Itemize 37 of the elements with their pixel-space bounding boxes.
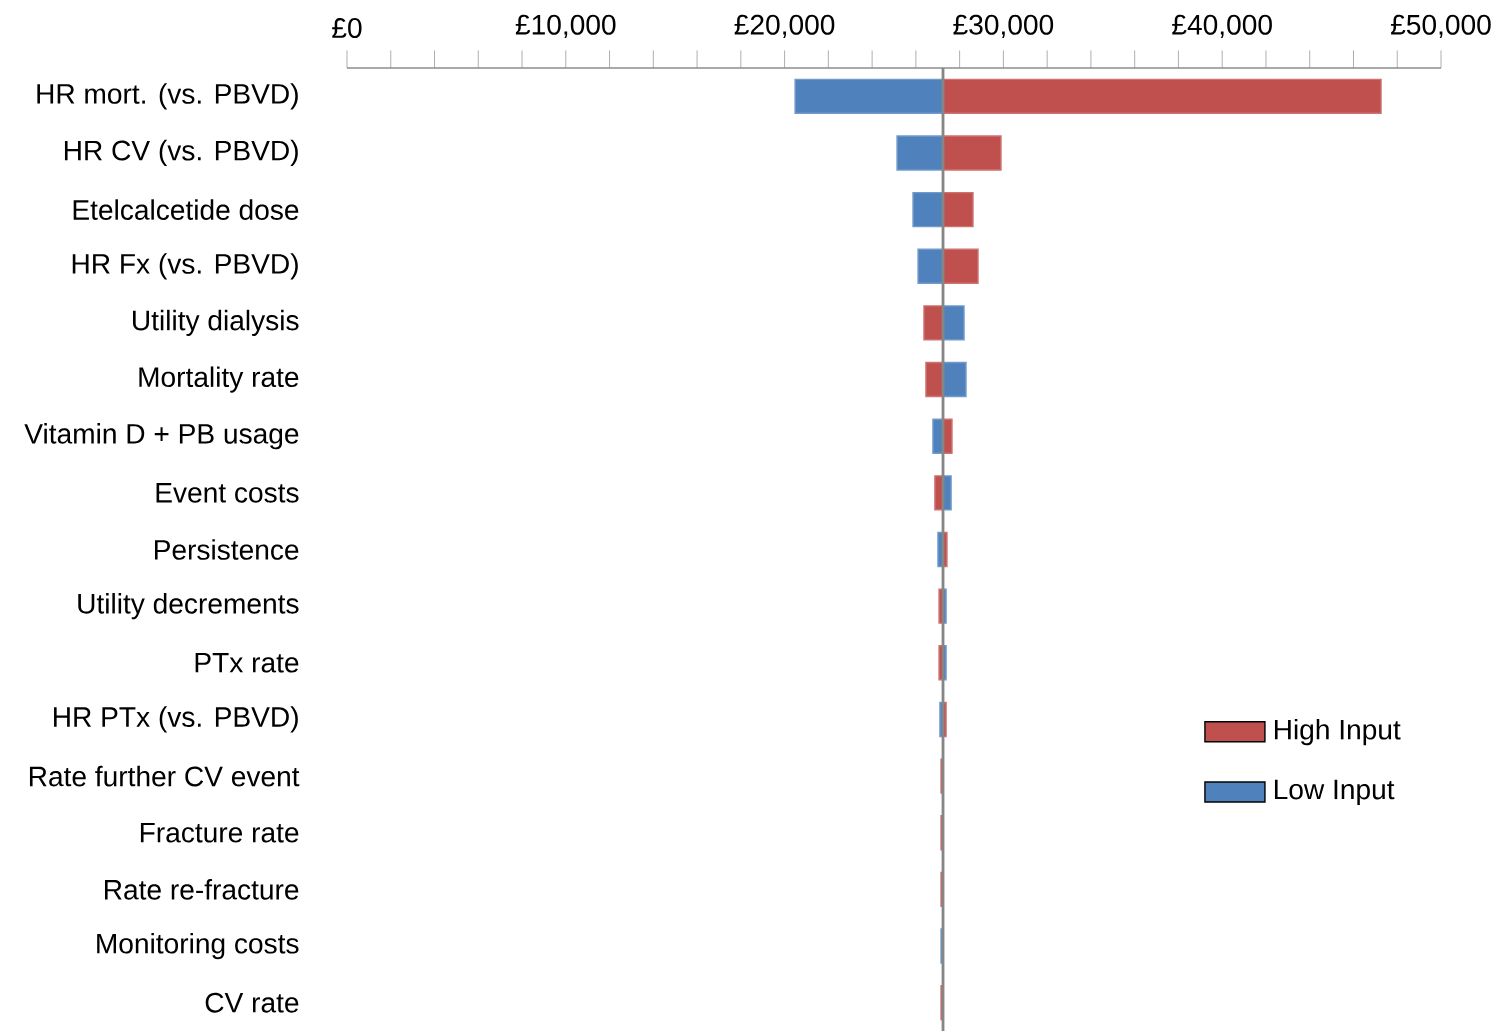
y-tick-label: Etelcalcetide dose <box>73 199 299 220</box>
bar <box>912 191 944 228</box>
bar <box>942 191 974 228</box>
x-tick-label: £20,000 <box>734 14 835 38</box>
y-tick-label: Utility dialysis <box>133 309 299 337</box>
y-tick-label: HR PTx (vs. PBVD) <box>54 706 298 733</box>
bar <box>925 361 944 398</box>
y-tick-label: Rate further CV event <box>29 765 300 787</box>
bar <box>896 135 944 171</box>
y-tick-label: Fracture rate <box>140 822 299 843</box>
x-tick-label: £30,000 <box>953 14 1054 38</box>
bar <box>942 135 1002 171</box>
y-tick-label: Persistence <box>154 539 299 560</box>
bar <box>942 248 979 284</box>
y-tick-label: Vitamin D + PB usage <box>24 423 299 450</box>
y-tick-label: HR Fx (vs. PBVD) <box>72 253 298 280</box>
legend-label: High Input <box>1274 718 1401 746</box>
x-tick-label: £10,000 <box>515 14 616 38</box>
y-tick-label: HR CV (vs. PBVD) <box>64 139 298 167</box>
y-tick-label: HR mort. (vs. PBVD) <box>37 83 298 110</box>
bar <box>923 305 944 341</box>
y-tick-label: Event costs <box>156 483 299 503</box>
legend-label: Low Input <box>1274 779 1395 805</box>
x-tick-label: £50,000 <box>1390 14 1491 38</box>
bar <box>942 305 965 341</box>
y-tick-label: PTx rate <box>195 652 299 673</box>
y-tick-label: Mortality rate <box>139 366 299 393</box>
x-tick-label: £40,000 <box>1172 14 1272 38</box>
y-tick-label: CV rate <box>205 992 299 1013</box>
y-tick-label: Rate re-fracture <box>105 879 299 900</box>
y-tick-label: Monitoring costs <box>97 932 299 960</box>
x-tick-label: £0 <box>332 18 362 39</box>
y-tick-label: Utility decrements <box>78 593 299 620</box>
bar <box>942 361 967 398</box>
bar <box>942 78 1382 115</box>
bar <box>794 78 944 115</box>
bar <box>917 248 944 284</box>
